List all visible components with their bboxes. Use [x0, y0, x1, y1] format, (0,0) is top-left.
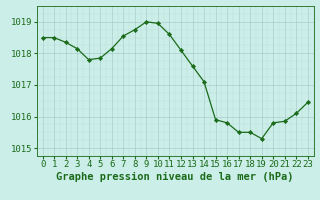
X-axis label: Graphe pression niveau de la mer (hPa): Graphe pression niveau de la mer (hPa): [56, 172, 294, 182]
